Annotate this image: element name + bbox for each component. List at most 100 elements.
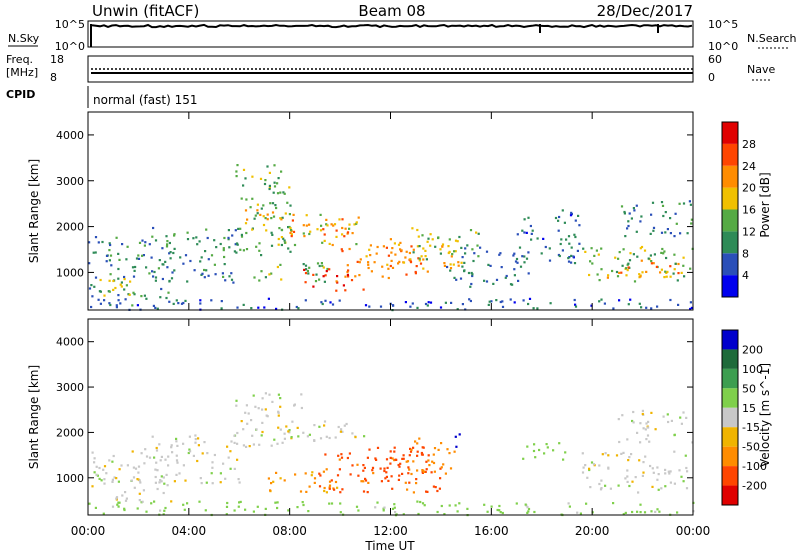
- echo-cell: [326, 267, 329, 271]
- echo-cell: [408, 454, 411, 457]
- freq-panel: [87, 55, 694, 83]
- echo-cell: [393, 459, 396, 462]
- echo-cell: [385, 458, 389, 461]
- echo-cell: [195, 236, 198, 239]
- echo-cell: [650, 262, 653, 265]
- echo-cell: [466, 507, 469, 510]
- echo-cell: [595, 249, 598, 252]
- echo-cell: [268, 393, 271, 396]
- velocity-colorbar-swatch: [722, 349, 738, 369]
- echo-cell: [234, 243, 237, 246]
- echo-cell: [224, 279, 227, 282]
- echo-cell: [600, 487, 603, 490]
- echo-cell: [88, 287, 92, 290]
- echo-cell: [178, 472, 181, 475]
- echo-cell: [270, 272, 273, 275]
- echo-cell: [123, 508, 126, 512]
- echo-cell: [294, 473, 297, 476]
- echo-cell: [404, 256, 407, 259]
- echo-cell: [273, 185, 277, 188]
- echo-cell: [420, 255, 423, 258]
- echo-cell: [634, 476, 637, 479]
- echo-cell: [117, 505, 120, 508]
- echo-cell: [527, 510, 530, 513]
- echo-cell: [417, 512, 420, 516]
- echo-cell: [486, 510, 489, 513]
- power-colorbar-tick: 20: [742, 182, 756, 195]
- power-echo-region: [303, 268, 365, 292]
- echo-cell: [604, 452, 607, 455]
- echo-cell: [308, 433, 311, 436]
- echo-cell: [429, 244, 432, 247]
- echo-cell: [673, 235, 676, 238]
- echo-cell: [321, 241, 324, 244]
- echo-cell: [527, 272, 530, 275]
- echo-cell: [386, 466, 389, 469]
- echo-cell: [247, 412, 250, 415]
- echo-cell: [319, 474, 322, 477]
- echo-cell: [402, 261, 406, 264]
- echo-cell: [184, 299, 187, 302]
- echo-cell: [162, 513, 165, 516]
- echo-cell: [120, 281, 123, 284]
- echo-cell: [383, 467, 386, 470]
- echo-cell: [624, 477, 627, 480]
- xtick-label: 04:00: [172, 524, 207, 538]
- echo-cell: [589, 486, 592, 489]
- echo-cell: [133, 486, 136, 489]
- echo-cell: [401, 457, 404, 460]
- echo-cell: [204, 509, 207, 512]
- echo-cell: [91, 451, 94, 454]
- echo-cell: [645, 438, 648, 441]
- echo-cell: [308, 223, 311, 226]
- echo-cell: [385, 475, 388, 478]
- echo-cell: [199, 477, 202, 480]
- echo-cell: [600, 479, 603, 482]
- echo-cell: [460, 261, 463, 264]
- velocity-echo-region: [454, 433, 461, 448]
- echo-cell: [640, 215, 643, 218]
- velocity-colorbar-frame: [721, 329, 739, 506]
- echo-cell: [662, 214, 665, 218]
- echo-cell: [682, 264, 685, 267]
- echo-cell: [639, 441, 642, 444]
- echo-cell: [458, 502, 461, 505]
- echo-cell: [517, 279, 520, 282]
- echo-cell: [405, 273, 408, 276]
- ytick-label: 2000: [56, 426, 84, 439]
- echo-cell: [228, 246, 231, 249]
- echo-cell: [171, 271, 174, 274]
- echo-cell: [399, 241, 402, 244]
- velocity-yaxis: 1000 2000 3000 4000: [56, 336, 693, 485]
- echo-cell: [250, 419, 253, 422]
- echo-cell: [620, 205, 624, 208]
- power-colorbar-tick: 24: [742, 160, 756, 173]
- echo-cell: [560, 238, 563, 241]
- echo-cell: [279, 397, 282, 400]
- echo-cell: [662, 415, 665, 418]
- echo-cell: [427, 237, 430, 240]
- echo-cell: [136, 507, 139, 510]
- velocity-colorbar-swatch: [722, 330, 738, 350]
- echo-cell: [293, 243, 297, 247]
- echo-cell: [561, 249, 564, 252]
- echo-cell: [505, 274, 508, 278]
- echo-cell: [530, 232, 533, 235]
- echo-cell: [690, 222, 693, 225]
- echo-cell: [237, 478, 240, 481]
- echo-cell: [269, 489, 272, 492]
- echo-cell: [415, 265, 418, 268]
- echo-cell: [485, 250, 489, 253]
- echo-cell: [214, 273, 217, 276]
- echo-cell: [412, 460, 415, 463]
- echo-cell: [581, 471, 585, 474]
- echo-cell: [233, 509, 236, 512]
- echo-cell: [364, 304, 368, 307]
- echo-cell: [533, 510, 536, 514]
- echo-cell: [431, 460, 434, 463]
- echo-cell: [263, 182, 267, 186]
- echo-cell: [565, 238, 568, 241]
- echo-cell: [94, 276, 98, 279]
- echo-cell: [266, 165, 269, 168]
- echo-cell: [366, 491, 369, 494]
